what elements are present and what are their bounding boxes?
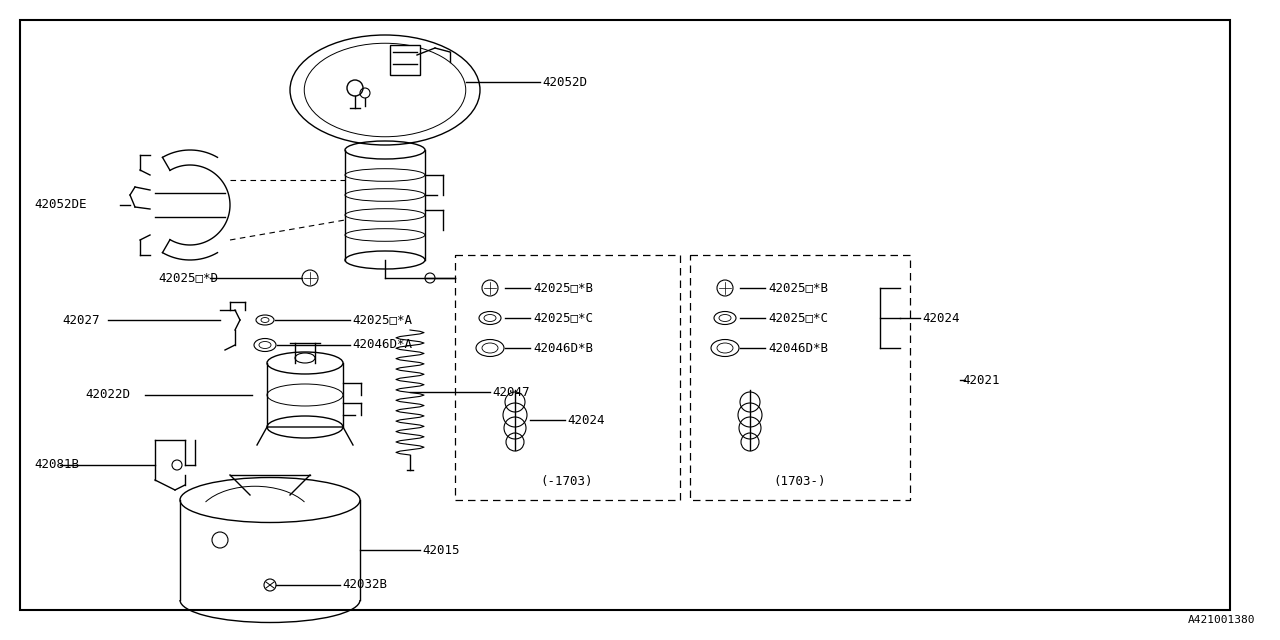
Text: 42024: 42024 — [922, 312, 960, 324]
Text: 42052D: 42052D — [541, 76, 588, 88]
Text: 42025□*A: 42025□*A — [352, 314, 412, 326]
Text: 42025□*C: 42025□*C — [532, 312, 593, 324]
Text: 42025□*D: 42025□*D — [157, 271, 218, 285]
Text: 42046D*B: 42046D*B — [768, 342, 828, 355]
Text: 42021: 42021 — [963, 374, 1000, 387]
Text: 42024: 42024 — [567, 413, 604, 426]
Text: 42032B: 42032B — [342, 579, 387, 591]
Text: 42022D: 42022D — [84, 388, 131, 401]
Text: 42046D*B: 42046D*B — [532, 342, 593, 355]
Text: 42052DE: 42052DE — [35, 198, 87, 211]
Text: 42046D*A: 42046D*A — [352, 339, 412, 351]
Text: (-1703): (-1703) — [540, 476, 593, 488]
Text: 42027: 42027 — [61, 314, 100, 326]
Text: 42025□*B: 42025□*B — [768, 282, 828, 294]
Text: 42081B: 42081B — [35, 458, 79, 472]
FancyBboxPatch shape — [390, 45, 420, 75]
Text: 42025□*C: 42025□*C — [768, 312, 828, 324]
Text: A421001380: A421001380 — [1188, 615, 1254, 625]
Text: (1703-): (1703-) — [773, 476, 827, 488]
Text: 42025□*B: 42025□*B — [532, 282, 593, 294]
Text: 42047: 42047 — [492, 385, 530, 399]
Text: 42015: 42015 — [422, 543, 460, 557]
